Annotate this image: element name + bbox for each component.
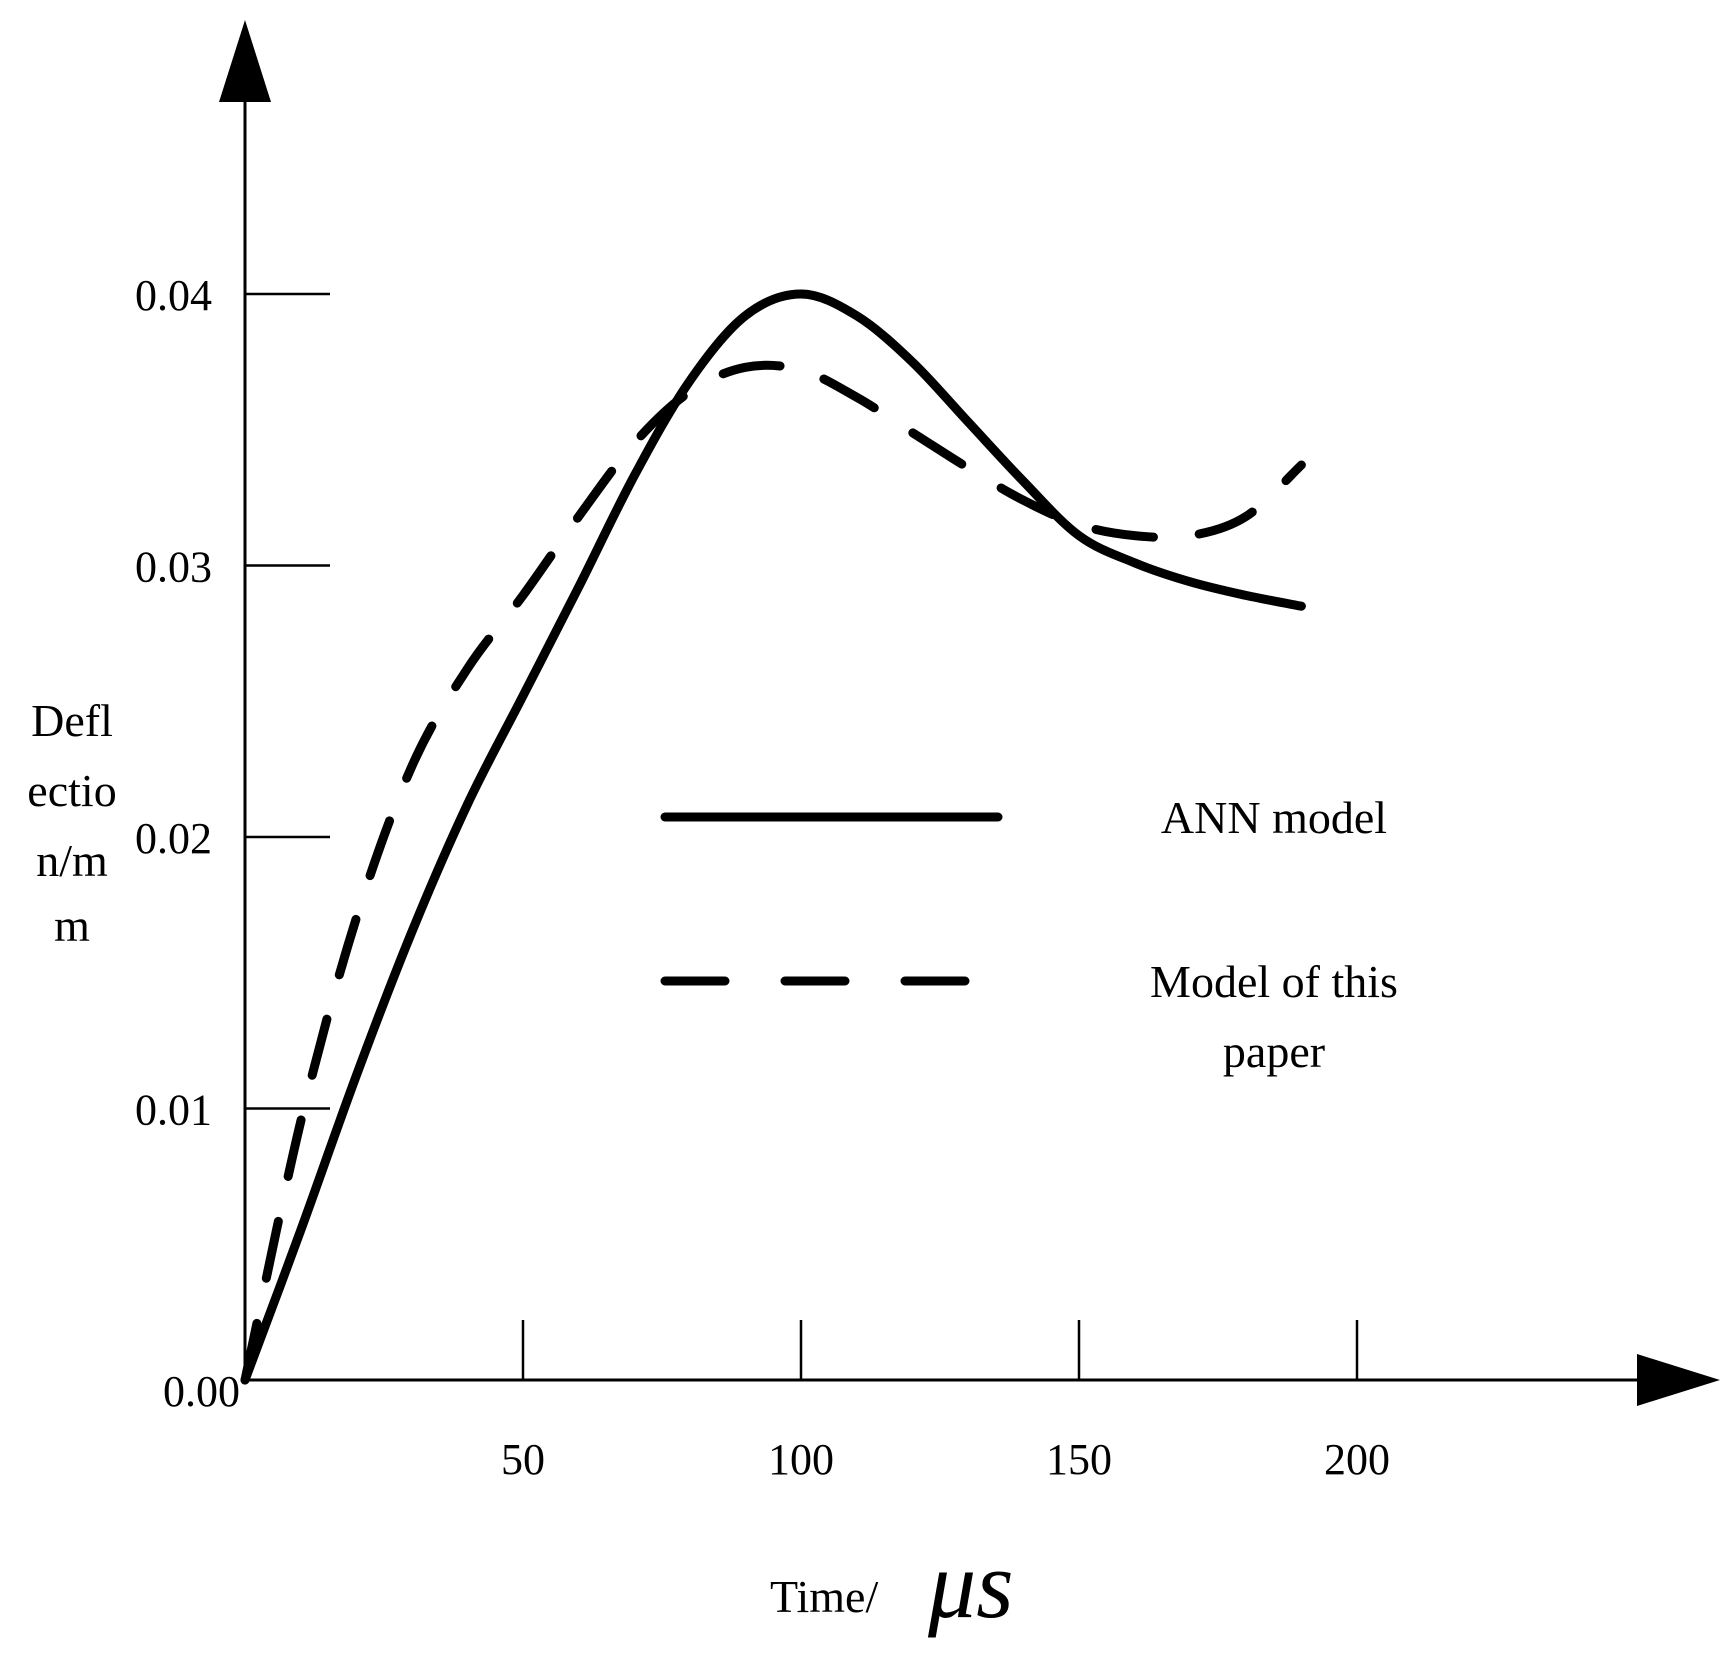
legend-label-model-of-this-paper-line-1: Model of this: [1150, 956, 1398, 1007]
x-tick-label-1: 100: [768, 1435, 834, 1484]
x-tick-label-0: 50: [501, 1435, 545, 1484]
y-tick-label-0: 0.00: [163, 1367, 240, 1416]
x-axis-arrow: [1637, 1354, 1720, 1406]
x-ticks: 50 100 150 200: [501, 1320, 1390, 1484]
legend: ANN model Model of this paper: [660, 792, 1398, 1077]
x-tick-label-2: 150: [1046, 1435, 1112, 1484]
series-line-model-of-this-paper: [240, 360, 1306, 1385]
y-tick-label-3: 0.03: [135, 543, 212, 592]
legend-label-model-of-this-paper-line-2: paper: [1223, 1026, 1325, 1077]
y-axis-arrow: [219, 20, 271, 102]
x-axis-label: Time/: [770, 1571, 878, 1622]
legend-label-ann-model: ANN model: [1161, 792, 1387, 843]
y-tick-label-1: 0.01: [135, 1086, 212, 1135]
y-axis-label-line-1: Defl: [31, 695, 113, 746]
x-tick-label-3: 200: [1324, 1435, 1390, 1484]
series-line-ann-model: [240, 289, 1306, 1385]
y-tick-label-2: 0.02: [135, 814, 212, 863]
series-group: [240, 289, 1306, 1385]
y-axis-label-line-4: m: [54, 900, 90, 951]
y-ticks: 0.00 0.01 0.02 0.03 0.04: [135, 271, 330, 1416]
y-tick-label-4: 0.04: [135, 271, 212, 320]
y-axis-label-line-3: n/m: [36, 835, 108, 886]
x-axis-unit: μs: [927, 1531, 1014, 1638]
y-axis-label-line-2: ectio: [27, 765, 116, 816]
